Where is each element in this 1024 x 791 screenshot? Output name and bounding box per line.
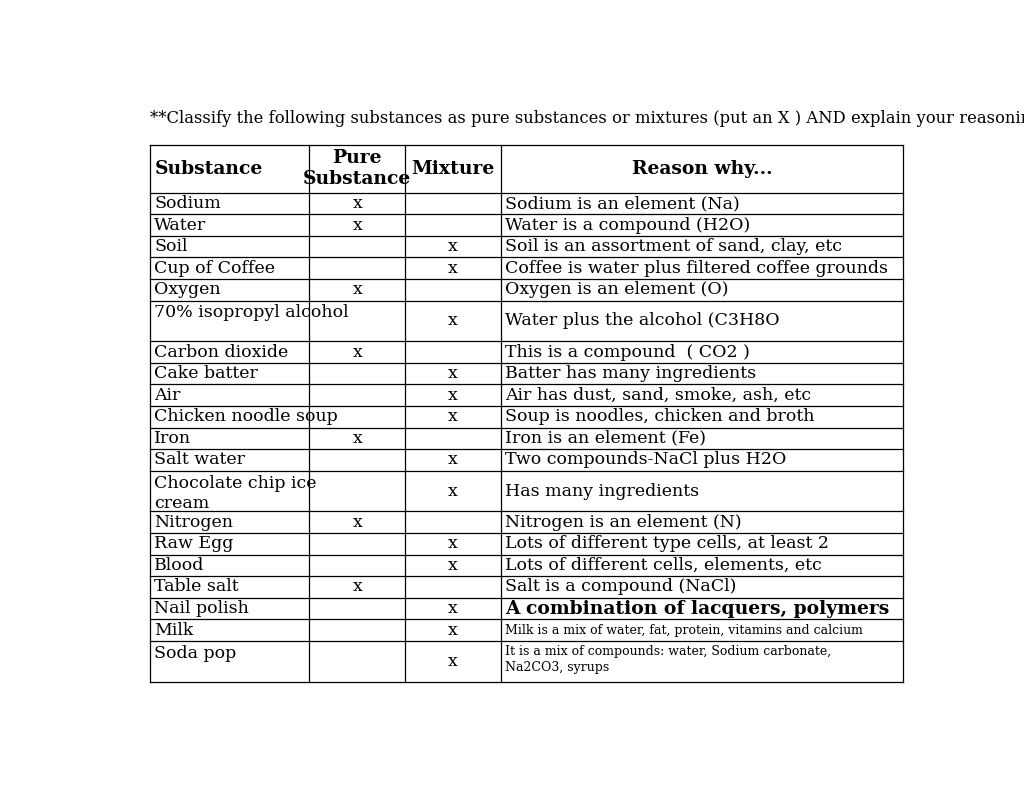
Text: 70% isopropyl alcohol: 70% isopropyl alcohol (155, 305, 349, 321)
Text: x: x (449, 557, 458, 574)
Text: Reason why...: Reason why... (632, 160, 772, 178)
Text: Air: Air (155, 387, 180, 403)
Text: Chicken noodle soup: Chicken noodle soup (155, 408, 338, 426)
Text: x: x (449, 452, 458, 468)
Text: Iron: Iron (155, 430, 191, 447)
Text: Substance: Substance (155, 160, 262, 178)
Text: Raw Egg: Raw Egg (155, 536, 233, 552)
Text: Lots of different cells, elements, etc: Lots of different cells, elements, etc (506, 557, 822, 574)
Text: Sodium: Sodium (155, 195, 221, 212)
Text: x: x (352, 514, 362, 531)
Text: x: x (449, 483, 458, 500)
Text: Salt water: Salt water (155, 452, 246, 468)
Text: Soil: Soil (155, 238, 187, 255)
Text: **Classify the following substances as pure substances or mixtures (put an X ) A: **Classify the following substances as p… (150, 110, 1024, 127)
Text: Water: Water (155, 217, 207, 233)
Text: Chocolate chip ice
cream: Chocolate chip ice cream (155, 475, 316, 513)
Text: Batter has many ingredients: Batter has many ingredients (506, 365, 757, 382)
Text: Salt is a compound (NaCl): Salt is a compound (NaCl) (506, 578, 736, 596)
Text: x: x (352, 430, 362, 447)
Text: Water is a compound (H2O): Water is a compound (H2O) (506, 217, 751, 233)
Text: Blood: Blood (155, 557, 205, 574)
Text: x: x (352, 282, 362, 298)
Text: Iron is an element (Fe): Iron is an element (Fe) (506, 430, 707, 447)
Text: x: x (352, 195, 362, 212)
Text: Has many ingredients: Has many ingredients (506, 483, 699, 500)
Text: Milk: Milk (155, 622, 194, 638)
Text: x: x (449, 536, 458, 552)
Text: Carbon dioxide: Carbon dioxide (155, 343, 289, 361)
Text: Soil is an assortment of sand, clay, etc: Soil is an assortment of sand, clay, etc (506, 238, 843, 255)
Text: x: x (449, 365, 458, 382)
Text: x: x (449, 259, 458, 277)
Text: Table salt: Table salt (155, 578, 239, 596)
Text: x: x (352, 578, 362, 596)
Text: Cup of Coffee: Cup of Coffee (155, 259, 275, 277)
Text: x: x (449, 408, 458, 426)
Text: x: x (449, 238, 458, 255)
Text: x: x (449, 653, 458, 670)
Text: Nitrogen is an element (N): Nitrogen is an element (N) (506, 514, 742, 531)
Text: Two compounds-NaCl plus H2O: Two compounds-NaCl plus H2O (506, 452, 786, 468)
Text: Water plus the alcohol (C3H8O: Water plus the alcohol (C3H8O (506, 312, 780, 329)
Text: Pure
Substance: Pure Substance (303, 149, 412, 188)
Text: x: x (449, 622, 458, 638)
Text: Lots of different type cells, at least 2: Lots of different type cells, at least 2 (506, 536, 829, 552)
Text: x: x (449, 600, 458, 617)
Text: x: x (352, 217, 362, 233)
Text: Soda pop: Soda pop (155, 645, 237, 662)
Text: A combination of lacquers, polymers: A combination of lacquers, polymers (506, 600, 890, 618)
Text: Soup is noodles, chicken and broth: Soup is noodles, chicken and broth (506, 408, 815, 426)
Text: Nail polish: Nail polish (155, 600, 249, 617)
Text: It is a mix of compounds: water, Sodium carbonate,
Na2CO3, syrups: It is a mix of compounds: water, Sodium … (506, 645, 831, 674)
Text: Sodium is an element (Na): Sodium is an element (Na) (506, 195, 740, 212)
Text: Air has dust, sand, smoke, ash, etc: Air has dust, sand, smoke, ash, etc (506, 387, 811, 403)
Text: Cake batter: Cake batter (155, 365, 258, 382)
Text: Nitrogen: Nitrogen (155, 514, 233, 531)
Text: x: x (449, 312, 458, 329)
Text: Oxygen: Oxygen (155, 282, 221, 298)
Text: x: x (352, 343, 362, 361)
Text: This is a compound  ( CO2 ): This is a compound ( CO2 ) (506, 343, 751, 361)
Text: Oxygen is an element (O): Oxygen is an element (O) (506, 282, 729, 298)
Text: Milk is a mix of water, fat, protein, vitamins and calcium: Milk is a mix of water, fat, protein, vi… (506, 623, 863, 637)
Text: Mixture: Mixture (412, 160, 495, 178)
Text: Coffee is water plus filtered coffee grounds: Coffee is water plus filtered coffee gro… (506, 259, 889, 277)
Text: x: x (449, 387, 458, 403)
